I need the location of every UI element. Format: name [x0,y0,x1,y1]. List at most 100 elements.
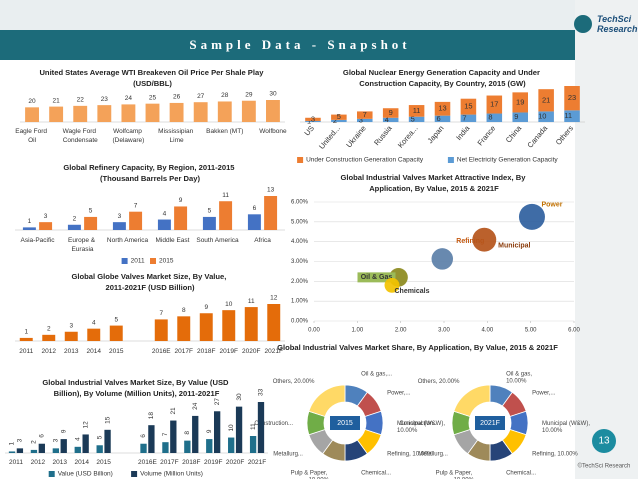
data-label: 1 [28,218,32,225]
x-tick-label: 2018F [197,348,215,355]
bar [228,437,235,453]
header-top [0,0,575,30]
text-line: 2017F [175,348,193,355]
text-line: Oil & gas,... [361,371,392,377]
text-line: Wagle Ford [63,128,98,135]
bubble-label: Municipal [498,243,530,250]
data-label: 4 [92,319,96,326]
x-tick-label: 2014 [74,459,89,466]
data-label: 23 [101,96,109,103]
data-label: 9 [60,429,67,433]
data-label: 10 [538,112,546,121]
bar [249,436,257,453]
text-line: Eagle Ford [15,128,49,135]
center-box [475,416,505,430]
y-tick-label: 4.00% [291,239,309,245]
x-tick-label: 0.00 [308,328,320,334]
bar [38,443,45,453]
text-line: (Delaware) [113,137,145,144]
bar-segment [460,114,477,122]
text-line: 2015 [109,348,124,355]
x-tick-label: 1.00 [351,328,363,334]
text-line: Wolfcamp [113,128,144,135]
data-label: 10 [225,301,233,308]
bar [42,334,56,341]
x-tick-label: 2.00 [395,328,407,334]
bar [193,102,208,122]
y-tick-label: 6.00% [291,200,309,206]
data-label: 1 [307,116,311,125]
text-line: 10.00% [506,378,527,384]
data-label: 30 [236,393,243,401]
x-tick-label: Bakken (MT) [206,128,243,135]
text-line: 10.00% [397,428,418,434]
legend-label: 2015 [159,258,174,265]
legend-label: Under Construction Generation Capacity [306,157,424,164]
slice-label: Others, 20.00% [418,379,460,385]
slice-label: Chemical... [361,470,391,476]
bar [87,328,101,341]
bar [19,337,33,341]
text-line: 2011-2021F (USD Billion) [105,283,195,292]
bar-segment [331,114,347,120]
data-label: 7 [159,310,163,317]
x-tick-label: 2021F [265,348,283,355]
bubble-label: Oil & Gas [361,274,393,281]
slice-label: Pulp & Paper, 10.00% [291,470,330,479]
x-tick-label: 2019F [204,459,222,466]
bubble-label: Chemicals [394,288,429,295]
data-label: 8 [488,113,492,122]
x-tick-label: 2018F [182,459,200,466]
data-label: 3 [118,213,122,220]
bar [64,331,78,341]
chart-title: Global Globe Valves Market Size, By Valu… [71,272,228,292]
x-tick-label: 2017F [175,348,193,355]
bar [112,222,126,230]
bar [206,439,213,453]
text-line: 2013 [53,459,68,466]
bubble-label: Refining [456,238,484,245]
bar [154,319,168,341]
bar-segment [538,111,554,122]
text-line: Oil & gas, [506,371,534,377]
data-label: 8 [184,431,191,435]
x-tick-label: South America [196,237,239,244]
data-label: 28 [221,92,229,99]
bar [157,219,171,230]
data-label: 2 [31,440,38,444]
bubble [384,277,400,293]
bar [97,105,112,122]
data-label: 26 [173,94,181,101]
side-strip [575,0,638,479]
x-tick-label: 2011 [9,459,23,466]
bar [30,449,38,453]
bar [129,211,143,230]
text-line: 2021F [265,348,283,355]
bar-segment [512,92,528,113]
bar-segment [357,118,373,122]
x-tick-label: 2013 [64,348,79,355]
chart-title: Global Nuclear Energy Generation Capacit… [343,68,542,88]
data-label: 5 [337,112,341,121]
bar-segment [434,115,451,122]
slice-label: Others, 20.00% [273,379,315,385]
center-label: 2021F [480,420,500,427]
text-line: 2011 [19,348,33,355]
data-label: 9 [179,197,183,204]
slice-label: Municipal (W&W), 10.00% [397,421,447,434]
bar [74,446,81,453]
data-label: 11 [222,192,229,199]
bar [174,206,188,230]
legend-label: Net Electricity Generation Capacity [457,157,559,164]
data-label: 3 [69,322,73,329]
text-line: 2020F [242,348,260,355]
text-line: Middle East [156,237,190,244]
bar [84,216,98,230]
header-band [0,30,575,60]
bar [162,442,169,453]
data-label: 5 [411,114,415,123]
text-line: Construction... [254,421,293,427]
x-tick-label: Wagle Ford Condensate [63,128,98,144]
text-line: Africa [254,237,271,244]
x-tick-label: 2021F [248,459,266,466]
